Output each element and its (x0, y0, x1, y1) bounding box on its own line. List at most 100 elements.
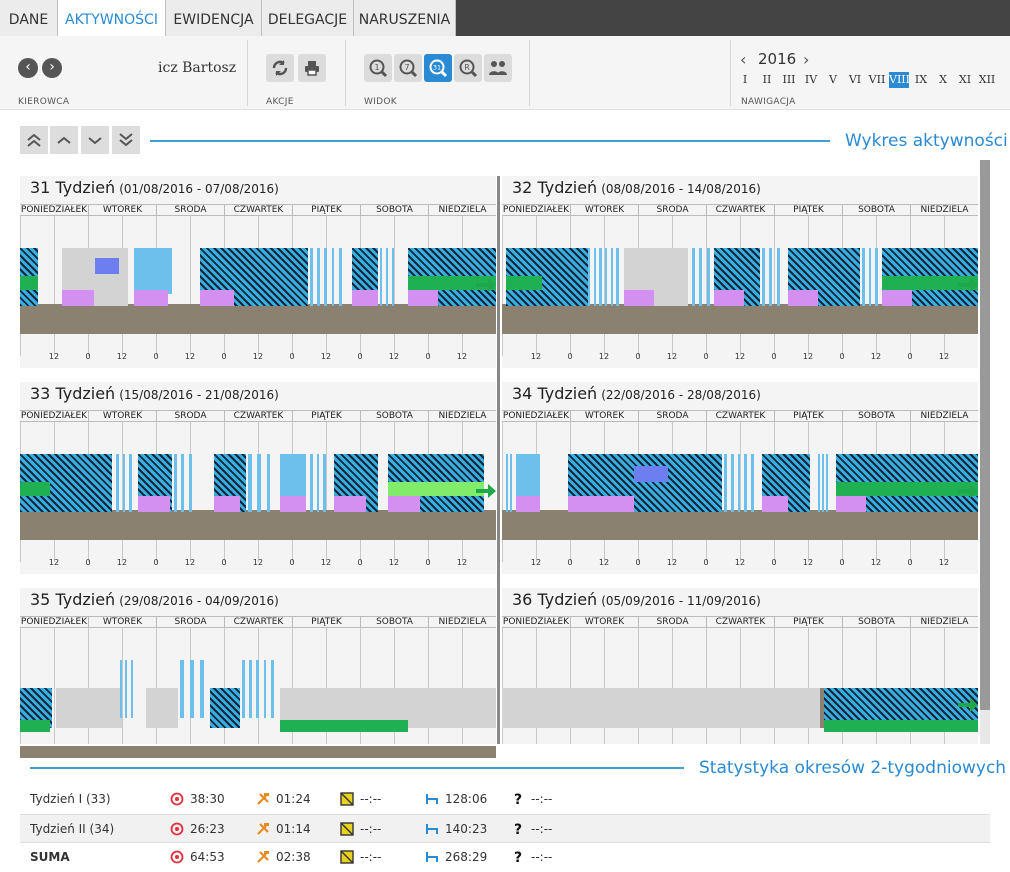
grid-line (224, 628, 225, 744)
rest-bar (836, 482, 978, 496)
stats-rest-value: 140:23 (445, 822, 488, 836)
grid-line (428, 628, 429, 744)
month-xi[interactable]: XI (958, 73, 972, 86)
time-tick: 12 (870, 558, 882, 567)
time-tick: 0 (153, 558, 159, 567)
month-vi[interactable]: VI (848, 73, 862, 86)
stats-avail-value: --:-- (360, 792, 382, 806)
time-tick: 12 (184, 352, 196, 361)
day-label: ŚRODA (156, 411, 224, 421)
tab-delegacje[interactable]: DELEGACJE (262, 0, 354, 36)
month-iii[interactable]: III (782, 73, 796, 86)
tab-ewidencja[interactable]: EWIDENCJA (166, 0, 262, 36)
zoom-range-button[interactable]: R (454, 54, 482, 82)
idle-bar (56, 688, 122, 728)
chart-section-title: Wykres aktywności (845, 131, 1008, 151)
vertical-scrollbar[interactable] (980, 160, 990, 744)
day-label: ŚRODA (638, 205, 706, 215)
tab-aktywnosci[interactable]: AKTYWNOŚCI (58, 0, 166, 36)
availability-icon (340, 850, 354, 864)
refresh-button[interactable] (266, 54, 294, 82)
grid-line (638, 628, 639, 744)
work-bar (280, 496, 306, 512)
drive-bar (826, 454, 828, 512)
drive-bar (180, 660, 184, 718)
drive-bar (310, 248, 313, 306)
tab-dane[interactable]: DANE (0, 0, 58, 36)
month-v[interactable]: V (829, 73, 837, 86)
collapse-button[interactable] (50, 126, 78, 154)
activity-chart[interactable] (20, 422, 496, 562)
activity-chart[interactable] (502, 628, 978, 768)
stats-work-value: 02:38 (276, 850, 311, 864)
view-section: 1 7 31 R WIDOK (346, 40, 530, 107)
collapse-all-button[interactable] (20, 126, 48, 154)
expand-button[interactable] (81, 126, 109, 154)
month-ix[interactable]: IX (914, 73, 928, 86)
month-iv[interactable]: IV (804, 73, 818, 86)
day-label: WTOREK (570, 411, 638, 421)
work-bar (714, 290, 744, 306)
zoom-month-button[interactable]: 31 (424, 54, 452, 82)
work-bar (568, 496, 634, 512)
scrollbar-thumb[interactable] (980, 160, 990, 710)
chevron-up-icon (57, 136, 71, 144)
print-button[interactable] (298, 54, 326, 82)
day-label: PONIEDZIAŁEK (502, 411, 570, 421)
driver-label: KIEROWCA (18, 97, 70, 107)
activity-chart[interactable] (502, 216, 978, 356)
work-bar (134, 290, 168, 306)
drive-bar (692, 248, 695, 306)
nav-label: NAWIGACJA (741, 97, 796, 107)
drive-bar (875, 248, 878, 306)
next-driver-button[interactable]: › (42, 58, 62, 78)
month-i[interactable]: I (742, 73, 748, 86)
activity-chart[interactable] (20, 216, 496, 356)
day-label: CZWARTEK (706, 411, 774, 421)
grid-line (706, 628, 707, 744)
month-viii[interactable]: VIII (889, 72, 910, 88)
day-header-row: PONIEDZIAŁEK WTOREK ŚRODA CZWARTEK PIĄTEK SOB… (20, 204, 496, 216)
prev-year-button[interactable]: ‹ (740, 50, 747, 69)
time-tick: 0 (567, 352, 573, 361)
week-range: (29/08/2016 - 04/09/2016) (119, 594, 279, 608)
week-range: (08/08/2016 - 14/08/2016) (601, 182, 761, 196)
work-bar (788, 290, 818, 306)
drivers-view-button[interactable] (484, 54, 512, 82)
prev-driver-button[interactable]: ‹ (18, 58, 38, 78)
day-header-row: PONIEDZIAŁEK WTOREK ŚRODA CZWARTEK PIĄTEK SOB… (502, 204, 978, 216)
day-label: WTOREK (88, 411, 156, 421)
time-tick: 12 (116, 558, 128, 567)
drive-bar (699, 248, 703, 306)
next-year-button[interactable]: › (803, 50, 810, 69)
stats-rest-value: 268:29 (445, 850, 488, 864)
time-tick: 0 (289, 558, 295, 567)
drive-bar (769, 248, 773, 306)
grid-line (122, 422, 123, 562)
month-xii[interactable]: XII (978, 73, 996, 86)
month-x[interactable]: X (939, 73, 947, 86)
month-vii[interactable]: VII (868, 73, 886, 86)
activity-chart[interactable] (502, 422, 978, 562)
drive-bar (822, 454, 824, 512)
drive-bar (338, 248, 342, 306)
expand-all-button[interactable] (112, 126, 140, 154)
rest-bar (824, 720, 978, 732)
zoom-day-button[interactable]: 1 (364, 54, 392, 82)
zoom-week-button[interactable]: 7 (394, 54, 422, 82)
toolbar: ‹ › icz Bartosz KIEROWCA AKCJE 1 7 31 R … (0, 36, 1010, 110)
month-ii[interactable]: II (762, 73, 772, 86)
rest-bar (280, 720, 408, 732)
view-label: WIDOK (364, 97, 397, 107)
grid-line (706, 216, 707, 356)
grid-line (88, 628, 89, 744)
day-label: PIĄTEK (774, 411, 842, 421)
tab-naruszenia[interactable]: NARUSZENIA (354, 0, 456, 36)
idle-bar (502, 688, 820, 728)
work-bar (762, 496, 788, 512)
activity-chart[interactable] (20, 628, 496, 768)
steering-wheel-icon (170, 850, 184, 864)
grid-line (156, 628, 157, 744)
day-label: PONIEDZIAŁEK (502, 617, 570, 627)
week-title: 36 Tydzień (05/09/2016 - 11/09/2016) (512, 590, 761, 609)
